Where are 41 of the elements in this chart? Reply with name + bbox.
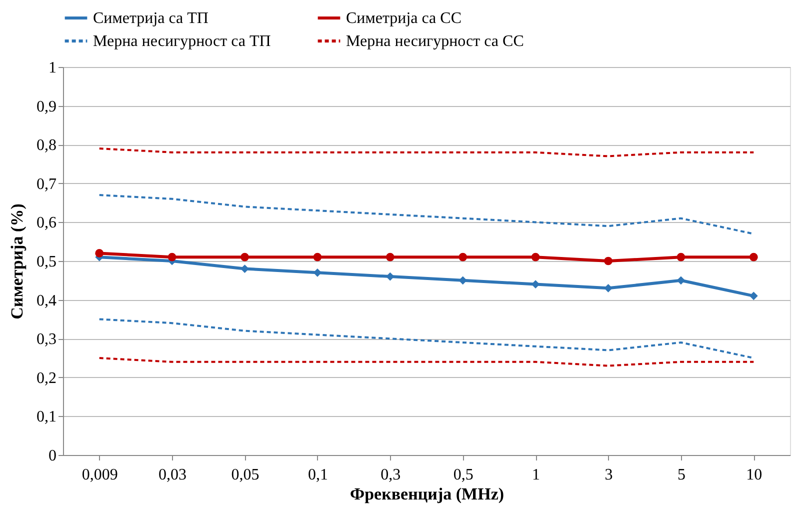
x-axis-title: Фреквенција (MHz) <box>350 484 504 504</box>
y-tick-label: 0,1 <box>36 408 56 426</box>
legend-label: Симетрија са СС <box>346 10 462 27</box>
y-tick-label: 1 <box>48 60 56 76</box>
y-axis-title: Симетрија (%) <box>8 204 26 320</box>
y-tick-label: 0,2 <box>36 370 56 387</box>
x-tick-label: 0,05 <box>231 466 260 484</box>
point <box>95 249 104 258</box>
point <box>531 252 540 262</box>
point <box>313 252 322 262</box>
y-tick-label: 0,3 <box>36 331 56 348</box>
x-tick-label: 0,3 <box>380 466 401 484</box>
legend-label: Мерна несигурност са СС <box>346 33 524 50</box>
point <box>386 252 394 262</box>
y-tick-label: 0,7 <box>36 176 56 193</box>
point <box>168 252 176 262</box>
point <box>676 276 686 285</box>
y-tick-label: 0,5 <box>36 254 56 270</box>
point <box>749 292 758 300</box>
legend-label: Симетрија са ТП <box>93 10 209 27</box>
x-tick-label: 3 <box>604 466 613 484</box>
point <box>458 252 468 262</box>
y-tick-label: 0,9 <box>36 98 56 116</box>
x-tick-label: 0,009 <box>82 466 118 484</box>
x-tick-label: 0,03 <box>158 466 187 484</box>
y-tick-label: 0,8 <box>36 137 56 154</box>
y-tick-label: 0,4 <box>36 292 56 310</box>
x-tick-label: 1 <box>532 466 540 484</box>
y-tick-label: 0 <box>48 448 56 464</box>
x-tick-label: 5 <box>677 466 686 484</box>
legend-label: Мерна несигурност са ТП <box>93 33 272 50</box>
x-tick-label: 0,5 <box>453 466 474 484</box>
x-tick-label: 0,1 <box>308 466 328 484</box>
point <box>240 264 249 273</box>
x-tick-label: 10 <box>746 466 762 484</box>
point <box>749 252 758 262</box>
point <box>604 284 612 292</box>
point <box>676 252 686 262</box>
point <box>240 252 249 262</box>
y-tick-label: 0,6 <box>36 214 56 232</box>
point <box>604 256 612 266</box>
